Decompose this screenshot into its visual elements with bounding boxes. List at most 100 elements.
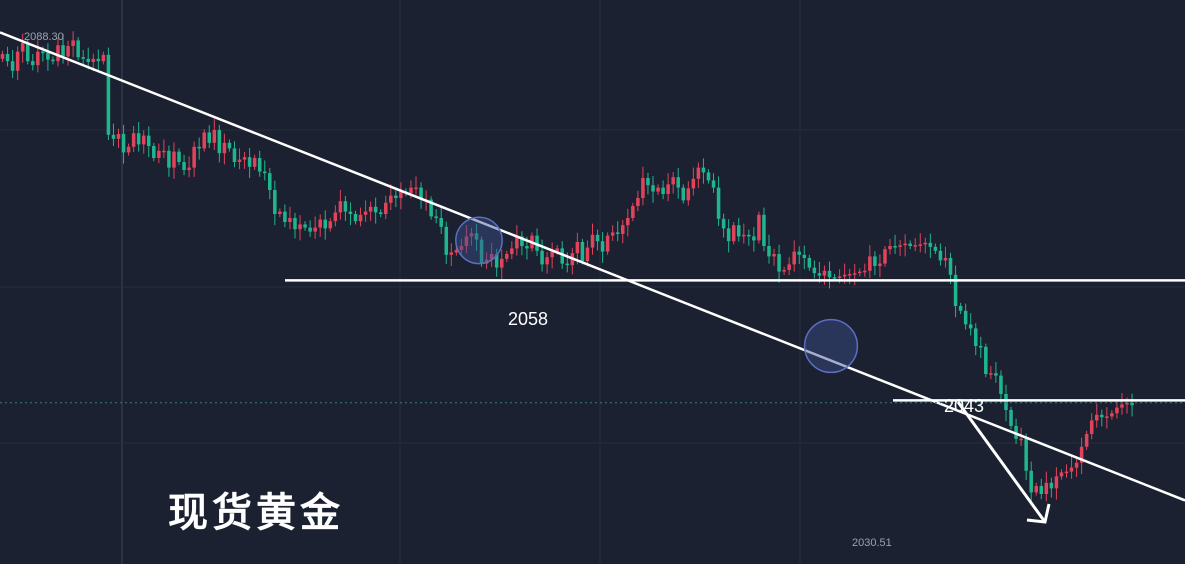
candle-body <box>550 251 554 258</box>
candle-body <box>757 214 761 241</box>
candle-body <box>399 191 403 198</box>
candle-body <box>807 258 812 268</box>
candle <box>444 221 449 264</box>
candle-body <box>409 187 413 194</box>
candle-body <box>520 236 524 246</box>
candle-body <box>167 150 171 168</box>
candle <box>615 221 620 242</box>
candle <box>943 246 948 268</box>
candle-body <box>182 162 186 170</box>
candle-body <box>242 157 247 160</box>
candle <box>227 139 232 152</box>
candle-body <box>308 227 312 232</box>
candle <box>363 200 368 222</box>
candle <box>1120 393 1124 415</box>
candle-body <box>515 236 519 249</box>
candle-body <box>742 234 746 237</box>
candle-body <box>626 218 630 226</box>
candle <box>827 261 832 289</box>
candle <box>167 145 171 177</box>
candle-body <box>348 211 353 214</box>
candle <box>918 233 923 253</box>
candle <box>242 152 247 169</box>
candle <box>802 245 807 270</box>
candle-body <box>1094 414 1099 421</box>
candle <box>439 206 443 234</box>
candle-body <box>146 135 151 146</box>
candle-body <box>888 246 892 250</box>
candle <box>873 251 877 276</box>
candle <box>636 190 640 212</box>
candle-body <box>338 201 343 213</box>
candle <box>898 240 902 256</box>
candle-body <box>51 59 55 62</box>
candle <box>116 128 121 148</box>
candle-body <box>525 246 529 249</box>
candle <box>434 209 438 224</box>
candle-body <box>232 148 237 162</box>
candle <box>641 166 645 206</box>
candle <box>348 202 353 226</box>
candle-body <box>71 40 75 46</box>
candle-body <box>303 224 307 228</box>
candle-body <box>636 198 640 206</box>
candle-body <box>1110 413 1114 417</box>
candle-body <box>646 178 650 186</box>
candle <box>1079 437 1084 474</box>
candle-body <box>605 235 610 252</box>
candle <box>318 214 322 237</box>
candle <box>141 130 146 154</box>
candle-body <box>257 158 262 172</box>
candle-body <box>984 346 988 374</box>
candle-body <box>1125 402 1129 405</box>
candle <box>550 242 554 269</box>
candle <box>51 56 55 65</box>
candle-body <box>293 218 297 230</box>
candle <box>984 343 988 378</box>
candle-body <box>358 214 363 222</box>
candle-body <box>973 328 978 346</box>
candle <box>126 143 131 156</box>
candle-body <box>141 135 146 145</box>
candle-body <box>676 177 680 188</box>
candle-body <box>86 58 91 62</box>
candle-body <box>283 211 287 222</box>
candle-body <box>716 187 721 219</box>
candle <box>469 228 474 246</box>
candle-body <box>394 195 398 198</box>
candle-body <box>817 273 822 276</box>
candle-body <box>903 243 907 246</box>
candle-body <box>227 142 232 149</box>
candle-body <box>192 146 196 168</box>
candle <box>389 184 393 210</box>
candle-body <box>252 158 257 167</box>
candle-body <box>736 225 741 237</box>
candle-body <box>837 276 842 278</box>
candle-body <box>953 274 958 306</box>
high-price-label: 2088.30 <box>24 31 64 43</box>
candle-body <box>777 254 781 272</box>
candle <box>731 222 736 245</box>
candle <box>923 237 928 254</box>
candle <box>585 240 590 267</box>
candle-body <box>1049 482 1054 489</box>
candle-body <box>96 58 101 62</box>
candle <box>545 252 549 274</box>
candle <box>499 249 504 279</box>
candle <box>283 204 287 228</box>
candle-body <box>126 146 131 153</box>
instrument-title: 现货黄金 <box>168 489 344 536</box>
highlight-circle <box>455 216 503 265</box>
candle-body <box>590 234 595 248</box>
candle <box>1039 478 1044 500</box>
candle <box>666 173 670 202</box>
candle-body <box>177 151 181 162</box>
candle-body <box>1100 414 1104 418</box>
candle-body <box>747 234 751 237</box>
projection-arrow-head <box>1026 503 1051 524</box>
candle <box>358 207 363 227</box>
candle-body <box>615 232 620 234</box>
candle-body <box>318 219 322 228</box>
candle <box>5 46 10 67</box>
